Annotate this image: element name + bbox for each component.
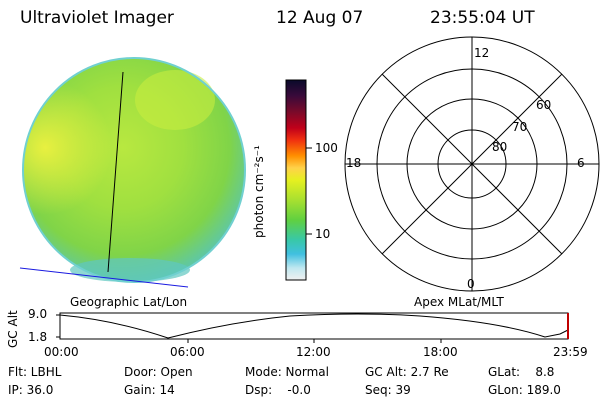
uv-image-disk <box>22 57 246 283</box>
time-label: 23:55:04 UT <box>430 8 535 28</box>
mlt-label-0: 0 <box>467 277 475 291</box>
timeline-xtick-2359: 23:59 <box>553 345 588 359</box>
mlat-label-70: 70 <box>512 120 528 134</box>
timeline-xtick-0600: 06:00 <box>170 345 205 359</box>
colorbar <box>285 79 307 281</box>
apex-polar-plot <box>344 36 600 292</box>
timeline-xtick-1200: 12:00 <box>296 345 331 359</box>
geo-panel-label: Geographic Lat/Lon <box>70 295 188 309</box>
apex-panel-label: Apex MLat/MLT <box>414 295 504 309</box>
colorbar-label-10: 10 <box>315 227 331 241</box>
gc-alt-timeline <box>56 312 569 343</box>
equator-line <box>19 267 189 288</box>
meridian-line <box>107 71 124 273</box>
timeline-xtick-1800: 18:00 <box>423 345 458 359</box>
mlt-label-18: 18 <box>346 156 362 170</box>
date-label: 12 Aug 07 <box>276 8 364 28</box>
timeline-ytick-top: 9.0 <box>28 307 48 321</box>
mlat-label-60: 60 <box>536 98 552 112</box>
status-gain: Gain: 14 <box>124 383 175 397</box>
mlat-label-80: 80 <box>492 140 508 154</box>
status-gc-alt: GC Alt: 2.7 Re <box>365 365 449 379</box>
colorbar-unit-label: photon cm⁻²s⁻¹ <box>252 145 266 238</box>
status-dsp: Dsp: -0.0 <box>245 383 311 397</box>
status-ip: IP: 36.0 <box>8 383 54 397</box>
colorbar-label-100: 100 <box>315 141 338 155</box>
status-glon: GLon: 189.0 <box>488 383 561 397</box>
status-mode: Mode: Normal <box>245 365 329 379</box>
status-seq: Seq: 39 <box>365 383 411 397</box>
timeline-xtick-0000: 00:00 <box>44 345 79 359</box>
status-filter: Flt: LBHL <box>8 365 62 379</box>
timeline-ytick-bottom: 1.8 <box>28 330 48 344</box>
mlt-label-6: 6 <box>577 156 585 170</box>
instrument-title: Ultraviolet Imager <box>20 8 174 28</box>
timeline-axis-label: GC Alt <box>6 310 20 348</box>
mlt-label-12: 12 <box>474 46 490 60</box>
status-glat: GLat: 8.8 <box>488 365 555 379</box>
status-door: Door: Open <box>124 365 193 379</box>
